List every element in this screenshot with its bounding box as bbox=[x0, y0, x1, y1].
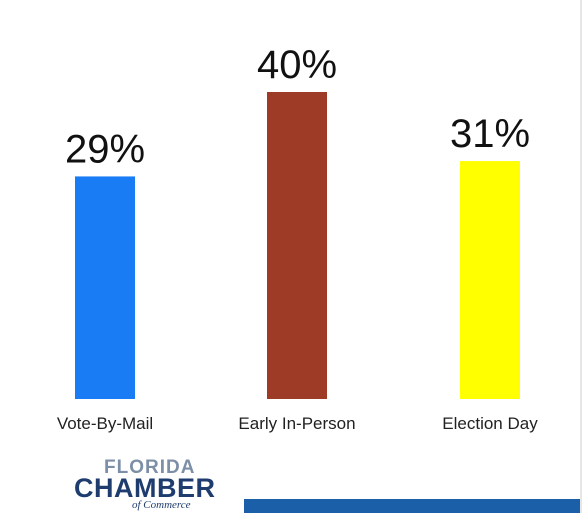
category-label-early-in-person: Early In-Person bbox=[238, 414, 355, 433]
category-label-election-day: Election Day bbox=[442, 414, 538, 433]
footer-accent-bar bbox=[244, 499, 582, 513]
bar-election-day bbox=[460, 161, 520, 399]
bar-vote-by-mail bbox=[75, 176, 135, 399]
florida-chamber-logo: FLORIDA CHAMBER of Commerce bbox=[74, 457, 216, 513]
value-label-election-day: 31% bbox=[450, 112, 530, 156]
logo-chamber-text: CHAMBER bbox=[74, 473, 216, 503]
bar-early-in-person bbox=[267, 92, 327, 399]
right-edge-divider bbox=[580, 0, 582, 513]
logo-florida-text: FLORIDA bbox=[104, 457, 196, 478]
category-label-vote-by-mail: Vote-By-Mail bbox=[57, 414, 153, 433]
logo-commerce-text: of Commerce bbox=[132, 499, 191, 511]
value-label-vote-by-mail: 29% bbox=[65, 127, 145, 171]
bar-chart: 29% Vote-By-Mail 40% Early In-Person 31% Elec… bbox=[57, 43, 538, 433]
value-label-early-in-person: 40% bbox=[257, 43, 337, 87]
